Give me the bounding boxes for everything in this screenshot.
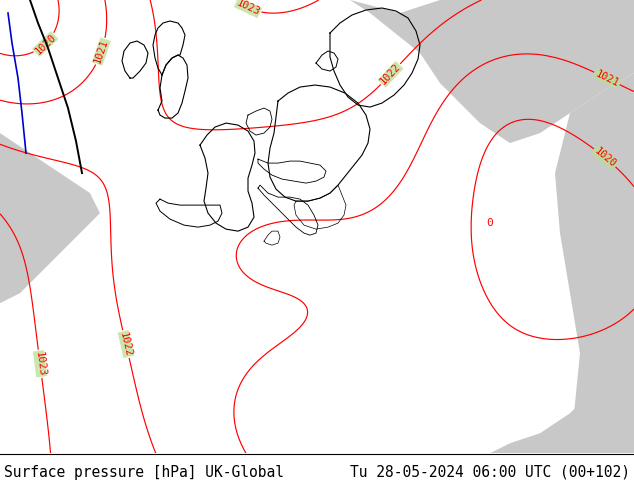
Text: 1020: 1020 [592, 146, 618, 170]
Polygon shape [490, 353, 634, 453]
Text: 1023: 1023 [34, 351, 46, 377]
Polygon shape [555, 73, 634, 453]
Text: Surface pressure [hPa] UK-Global: Surface pressure [hPa] UK-Global [4, 465, 284, 480]
Text: 1023: 1023 [235, 0, 261, 18]
Text: Tu 28-05-2024 06:00 UTC (00+102): Tu 28-05-2024 06:00 UTC (00+102) [350, 465, 630, 480]
Text: 0: 0 [487, 218, 493, 228]
Text: 1022: 1022 [118, 331, 134, 357]
Text: 1022: 1022 [378, 62, 403, 87]
Polygon shape [0, 0, 100, 303]
Text: 1020: 1020 [33, 32, 58, 56]
Text: 1021: 1021 [593, 69, 621, 88]
Polygon shape [350, 0, 634, 143]
Text: 1021: 1021 [93, 38, 110, 65]
